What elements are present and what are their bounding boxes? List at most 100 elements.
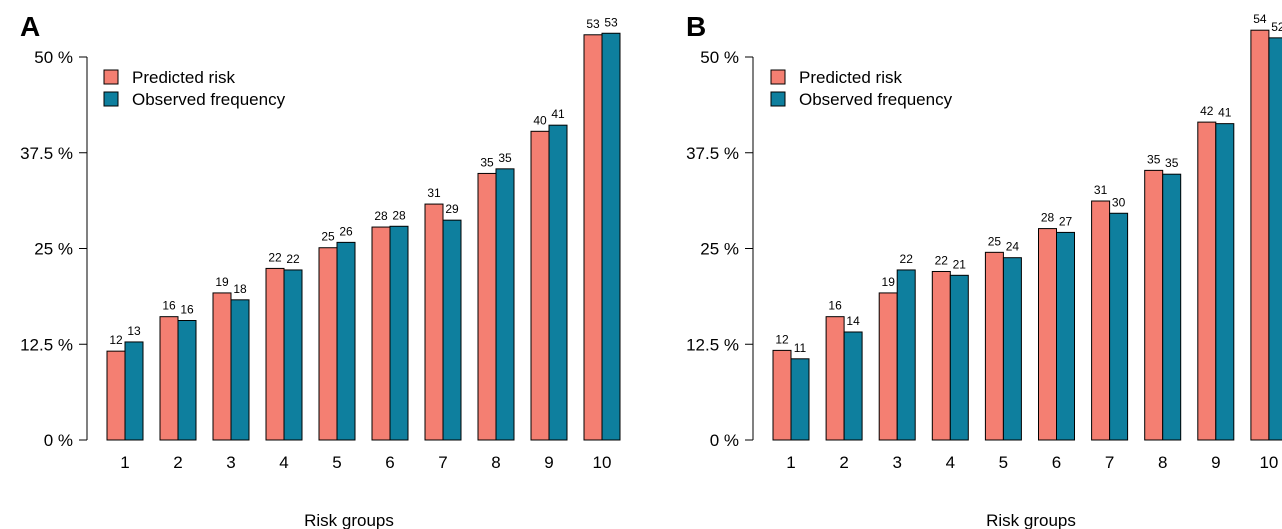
bar-observed <box>1162 173 1182 441</box>
bar-predicted <box>477 172 497 441</box>
y-tick-label: 50 % <box>700 48 739 67</box>
x-tick-label: 9 <box>544 453 553 472</box>
bar-value-label: 26 <box>339 224 353 238</box>
bar-observed <box>283 269 303 441</box>
bar-value-label: 35 <box>480 155 494 169</box>
x-tick-label: 1 <box>786 453 795 472</box>
x-tick-label: 9 <box>1211 453 1220 472</box>
bar-value-label: 19 <box>215 275 229 289</box>
bar-value-label: 35 <box>1147 152 1161 166</box>
bar-value-label: 52 <box>1271 20 1282 34</box>
bar-value-label: 29 <box>445 202 459 216</box>
y-tick-label: 50 % <box>34 48 73 67</box>
bar-value-label: 22 <box>268 250 282 264</box>
y-tick-label: 12.5 % <box>686 335 739 354</box>
bar-predicted <box>878 292 898 441</box>
bar-predicted <box>371 226 391 441</box>
bar-observed <box>790 358 810 441</box>
legend: Predicted risk Observed frequency <box>770 68 953 109</box>
bar-value-label: 35 <box>498 151 512 165</box>
bar-value-label: 41 <box>551 107 565 121</box>
x-axis-title: Risk groups <box>986 511 1076 529</box>
bar-observed <box>124 341 144 441</box>
bar-value-label: 27 <box>1059 214 1073 228</box>
bar-predicted <box>106 350 126 441</box>
bar-predicted <box>530 130 550 441</box>
bar-predicted <box>1250 29 1270 441</box>
bar-observed <box>442 219 462 441</box>
x-tick-label: 6 <box>385 453 394 472</box>
y-tick-label: 0 % <box>710 431 739 450</box>
bar-predicted <box>772 349 792 441</box>
legend-swatch <box>103 91 119 107</box>
bar-value-label: 16 <box>180 303 194 317</box>
bar-observed <box>548 124 568 441</box>
y-tick-label: 12.5 % <box>20 335 73 354</box>
bar-observed <box>896 269 916 441</box>
bar-value-label: 54 <box>1253 12 1267 26</box>
y-tick-label: 0 % <box>44 431 73 450</box>
y-tick-label: 37.5 % <box>20 144 73 163</box>
bar-observed <box>336 241 356 441</box>
bar-value-label: 40 <box>533 113 547 127</box>
bar-observed <box>1002 257 1022 441</box>
x-tick-label: 7 <box>438 453 447 472</box>
x-tick-label: 2 <box>839 453 848 472</box>
bar-value-label: 30 <box>1112 195 1126 209</box>
bar-predicted <box>265 267 285 441</box>
bar-value-label: 31 <box>1094 183 1108 197</box>
bar-observed <box>389 225 409 441</box>
bar-predicted <box>583 34 603 441</box>
bar-value-label: 28 <box>374 209 388 223</box>
bar-value-label: 41 <box>1218 106 1232 120</box>
bar-value-label: 16 <box>828 299 842 313</box>
bar-predicted <box>1144 169 1164 441</box>
bar-predicted <box>931 270 951 441</box>
bar-predicted <box>1038 228 1057 441</box>
bar-value-label: 28 <box>1041 211 1055 225</box>
bar-value-label: 22 <box>286 252 300 266</box>
x-tick-label: 5 <box>999 453 1008 472</box>
bar-value-label: 25 <box>321 230 335 244</box>
bar-value-label: 25 <box>988 234 1002 248</box>
bar-value-label: 13 <box>127 324 141 338</box>
bar-value-label: 21 <box>953 257 967 271</box>
bar-observed <box>1109 212 1129 441</box>
x-tick-label: 4 <box>279 453 288 472</box>
bar-predicted <box>318 247 338 441</box>
legend-label: Predicted risk <box>132 68 235 87</box>
bar-value-label: 14 <box>846 314 860 328</box>
x-tick-label: 6 <box>1052 453 1061 472</box>
y-tick-label: 25 % <box>700 240 739 259</box>
bar-predicted <box>424 203 444 441</box>
bar-value-label: 12 <box>775 332 789 346</box>
bar-value-label: 31 <box>427 186 441 200</box>
legend-swatch <box>770 91 786 107</box>
bar-value-label: 22 <box>900 252 914 266</box>
bar-observed <box>495 168 515 441</box>
legend: Predicted risk Observed frequency <box>103 68 286 109</box>
x-tick-label: 2 <box>173 453 182 472</box>
bar-value-label: 53 <box>604 15 618 29</box>
x-tick-label: 7 <box>1105 453 1114 472</box>
bar-value-label: 12 <box>109 333 123 347</box>
y-tick-label: 25 % <box>34 240 73 259</box>
bar-value-label: 22 <box>935 253 949 267</box>
legend-label: Observed frequency <box>799 90 953 109</box>
x-axis-title: Risk groups <box>304 511 394 529</box>
bar-value-label: 53 <box>586 17 600 31</box>
bar-observed <box>601 32 621 441</box>
panel-label: B <box>686 11 706 42</box>
legend-swatch <box>103 69 119 85</box>
bar-observed <box>949 274 969 441</box>
bar-observed <box>177 320 197 441</box>
bar-observed <box>1268 37 1282 441</box>
legend-label: Predicted risk <box>799 68 902 87</box>
x-tick-label: 1 <box>120 453 129 472</box>
bar-value-label: 42 <box>1200 104 1214 118</box>
bar-predicted <box>825 316 845 441</box>
y-tick-label: 37.5 % <box>686 144 739 163</box>
x-tick-label: 8 <box>491 453 500 472</box>
